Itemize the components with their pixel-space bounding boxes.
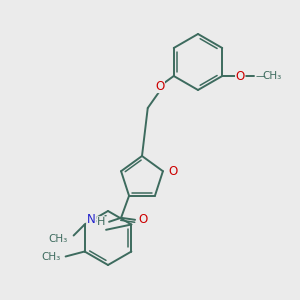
Text: H: H <box>97 217 105 227</box>
Text: —: — <box>255 71 265 81</box>
Text: O: O <box>236 70 245 83</box>
Text: CH₃: CH₃ <box>48 235 68 244</box>
Text: N: N <box>87 213 95 226</box>
Text: CH₃: CH₃ <box>41 251 61 262</box>
Text: O: O <box>155 80 164 92</box>
Text: O: O <box>138 213 148 226</box>
Text: O: O <box>168 165 177 178</box>
Text: CH₃: CH₃ <box>262 71 281 81</box>
